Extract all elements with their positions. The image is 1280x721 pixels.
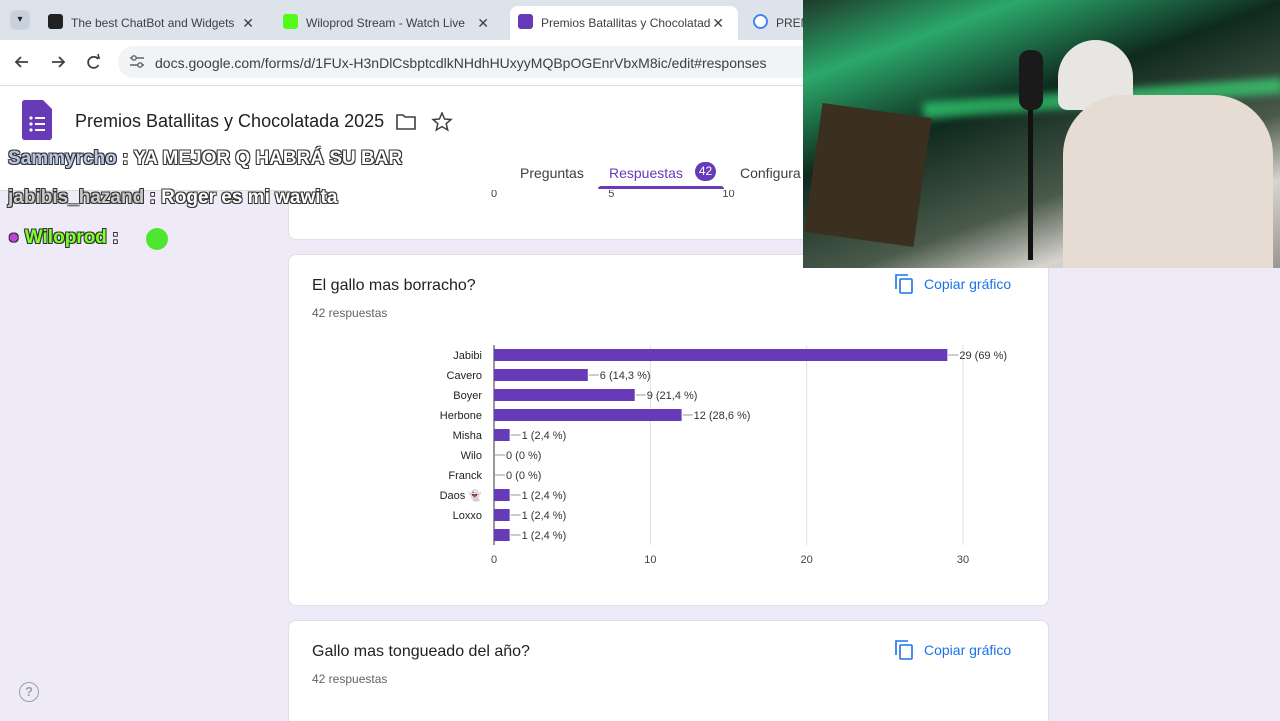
x-tick-label: 10 <box>644 554 656 566</box>
x-tick-label: 20 <box>801 554 813 566</box>
chart: 0 10 20 30 Jabibi 29 (69 %) Cavero 6 (14,3 %) Bo… <box>440 345 1007 566</box>
tab[interactable]: The best ChatBot and Widgets ✕ <box>40 6 268 40</box>
x-tick-label: 10 <box>722 188 734 200</box>
y-tick-label: Herbone <box>440 410 482 422</box>
url: docs.google.com/forms/d/1FUx-H3nDlCsbptc… <box>155 55 767 71</box>
copy-icon <box>895 274 913 294</box>
chat-line: ● Wiloprod : <box>8 227 168 250</box>
bar <box>494 429 510 441</box>
value-label: 1 (2,4 %) <box>522 430 567 442</box>
tab-title: The best ChatBot and Widgets <box>71 16 235 30</box>
copy-icon <box>895 640 913 660</box>
chat-message: YA MEJOR Q HABRÁ SU BAR <box>133 148 403 169</box>
bar <box>494 389 635 401</box>
x-tick-label: 0 <box>491 188 497 200</box>
title-icons[interactable] <box>396 112 456 132</box>
response-badge: 42 <box>695 162 716 181</box>
nav-tab[interactable]: Configura <box>740 165 801 181</box>
question-card: El gallo mas borracho? 42 respuestas Cop… <box>288 254 1049 606</box>
question-title: El gallo mas borracho? <box>312 277 476 294</box>
tab-search[interactable]: ▾ <box>10 10 30 30</box>
value-label: 29 (69 %) <box>959 350 1007 362</box>
copy-label: Copiar gráfico <box>924 642 1012 658</box>
url-box[interactable]: docs.google.com/forms/d/1FUx-H3nDlCsbptc… <box>118 46 818 78</box>
chat-separator: : <box>149 187 156 208</box>
value-label: 1 (2,4 %) <box>522 490 567 502</box>
nav-tab[interactable]: Preguntas <box>520 165 584 181</box>
y-tick-label: Franck <box>448 470 482 482</box>
frame <box>804 102 932 248</box>
copy-label: Copiar gráfico <box>924 276 1012 292</box>
chat-user: jabibis_hazand <box>8 187 145 208</box>
chat-line: Sammyrcho : YA MEJOR Q HABRÁ SU BAR <box>8 148 402 170</box>
x-tick-label: 5 <box>608 188 614 200</box>
x-tick-label: 30 <box>957 554 969 566</box>
previous-chart: 0 5 10 <box>491 188 735 200</box>
form-title: Premios Batallitas y Chocolatada 2025 <box>75 111 385 131</box>
chat-emote <box>146 228 168 250</box>
forms-logo <box>22 100 52 140</box>
nav-underline <box>598 186 724 189</box>
bar <box>494 349 948 361</box>
question-card: Gallo mas tongueado del año? 42 respuest… <box>288 620 1049 721</box>
bar <box>494 529 510 541</box>
y-tick-label: Cavero <box>447 370 482 382</box>
y-tick-label: Boyer <box>453 390 482 402</box>
webcam <box>803 0 1280 268</box>
response-count: 42 respuestas <box>312 672 388 686</box>
tab-title: Wiloprod Stream - Watch Live <box>306 16 465 30</box>
chat-separator: : <box>122 148 129 169</box>
site-info[interactable] <box>128 54 146 70</box>
chat-separator: : <box>112 227 119 248</box>
response-count: 42 respuestas <box>312 306 388 320</box>
mic-stand <box>1028 50 1033 260</box>
value-label: 12 (28,6 %) <box>694 410 751 422</box>
shirt <box>1063 95 1273 268</box>
chat-badge: ● <box>8 227 20 248</box>
tab-title: Premios Batallitas y Chocolatad <box>541 16 711 30</box>
y-tick-label: Misha <box>453 430 483 442</box>
nav-buttons[interactable] <box>10 50 110 74</box>
tab-title: PREM <box>776 16 811 30</box>
value-label: 6 (14,3 %) <box>600 370 651 382</box>
value-label: 1 (2,4 %) <box>522 530 567 542</box>
value-label: 9 (21,4 %) <box>647 390 698 402</box>
chat-line: jabibis_hazand : Roger es mi wawita <box>8 187 337 209</box>
chat-user: Wiloprod <box>24 227 107 248</box>
help-button[interactable]: ? <box>19 682 39 702</box>
tab[interactable]: Wiloprod Stream - Watch Live ✕ <box>275 6 503 40</box>
y-tick-label: Daos 👻 <box>440 488 483 502</box>
question-title: Gallo mas tongueado del año? <box>312 643 530 660</box>
bar <box>494 509 510 521</box>
chat-user: Sammyrcho <box>8 148 117 169</box>
value-label: 0 (0 %) <box>506 470 541 482</box>
value-label: 0 (0 %) <box>506 450 541 462</box>
nav-tab[interactable]: Respuestas <box>609 165 683 181</box>
y-tick-label: Wilo <box>461 450 482 462</box>
value-label: 1 (2,4 %) <box>522 510 567 522</box>
bar <box>494 409 682 421</box>
bar <box>494 369 588 381</box>
bar <box>494 489 510 501</box>
y-tick-label: Loxxo <box>453 510 482 522</box>
x-tick-label: 0 <box>491 554 497 566</box>
mic <box>1019 50 1043 110</box>
tab[interactable]: PREM <box>745 6 973 40</box>
tab[interactable]: Premios Batallitas y Chocolatad ✕ <box>510 6 738 40</box>
y-tick-label: Jabibi <box>453 350 482 362</box>
chat-message: Roger es mi wawita <box>161 187 338 208</box>
